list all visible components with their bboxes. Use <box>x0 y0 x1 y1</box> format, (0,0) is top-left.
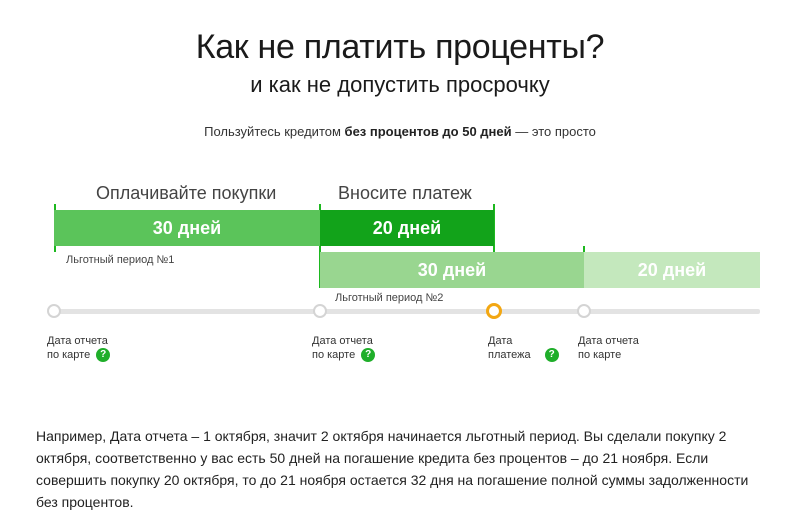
divider-line <box>319 204 321 288</box>
grace-period-2-bar-tail <box>494 252 584 288</box>
timeline-label-line: Дата <box>488 335 513 347</box>
example-paragraph: Например, Дата отчета – 1 октября, значи… <box>36 428 749 510</box>
divider-line <box>493 204 495 288</box>
grace-period-1-days: 30 дней <box>152 217 222 238</box>
help-icon[interactable]: ? <box>96 348 111 363</box>
segment-title-pay-purchases: Оплачивайте покупки <box>96 183 277 203</box>
payment-period-bar: 20 дней <box>320 210 494 246</box>
grace-period-2-label: Льготный период №2 <box>335 292 444 304</box>
timeline-label-payment: Дата платежа? <box>488 334 559 363</box>
page-subtitle: и как не допустить просрочку <box>250 72 550 97</box>
timeline-label-line: по карте <box>578 349 622 361</box>
timeline-label-text: по карте <box>312 349 356 361</box>
timeline-label-statement-1: Дата отчета по карте? <box>47 334 111 363</box>
intro-text-before: Пользуйтесь кредитом <box>204 124 345 139</box>
help-icon[interactable]: ? <box>544 348 559 363</box>
grace-period-2-bar <box>320 252 494 288</box>
page-title: Как не платить проценты? <box>195 28 605 66</box>
intro-text-bold: без процентов до 50 дней <box>344 124 512 139</box>
timeline-marker-payment[interactable] <box>486 303 502 319</box>
timeline-label-text: платежа <box>488 349 531 361</box>
timeline-label-line: Дата отчета <box>47 335 108 347</box>
intro-text: Пользуйтесь кредитом без процентов до 50… <box>0 124 800 139</box>
help-icon[interactable]: ? <box>361 348 376 363</box>
timeline-label-line: по карте? <box>47 348 111 363</box>
timeline-label-text: по карте <box>47 349 91 361</box>
segment-title-make-payment: Вносите платеж <box>338 183 472 203</box>
timeline-marker-statement-2[interactable] <box>313 304 327 318</box>
payment-period-2-bar: 20 дней <box>584 252 760 288</box>
timeline-label-line: Дата отчета <box>312 335 373 347</box>
grace-period-1-label: Льготный период №1 <box>66 254 175 266</box>
timeline-label-statement-3: Дата отчета по карте <box>578 334 639 362</box>
timeline-marker-statement-3[interactable] <box>577 304 591 318</box>
payment-period-2-days: 20 дней <box>637 259 707 280</box>
timeline-label-statement-2: Дата отчета по карте? <box>312 334 376 363</box>
grace-period-2-days: 30 дней <box>417 259 487 280</box>
timeline-label-line: по карте? <box>312 348 376 363</box>
payment-period-days: 20 дней <box>372 217 442 238</box>
timeline-label-line: Дата отчета <box>578 335 639 347</box>
grace-period-1-bar: 30 дней <box>54 210 320 246</box>
intro-text-after: — это просто <box>511 124 596 139</box>
grace-period-2-bar-label: 30 дней <box>320 252 584 288</box>
timeline-marker-statement-1[interactable] <box>47 304 61 318</box>
timeline-track <box>54 309 760 314</box>
timeline-label-line: платежа? <box>488 348 559 363</box>
